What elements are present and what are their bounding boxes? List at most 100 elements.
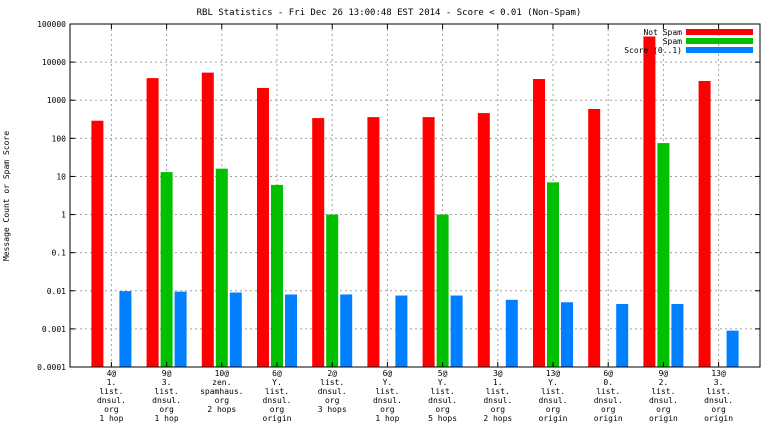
bar-not-spam	[312, 118, 325, 367]
x-tick-label-line: 1 hop	[155, 414, 179, 423]
x-tick-label-line: origin	[539, 414, 568, 423]
x-tick-label-line: 0.	[603, 378, 613, 387]
x-tick-label-line: 6@	[383, 369, 393, 378]
x-tick-label-line: Y.	[383, 378, 393, 387]
x-tick-label-line: dnsul.	[97, 396, 126, 405]
x-tick-label-line: org	[601, 405, 616, 414]
bar-score-0-1	[450, 295, 463, 367]
x-tick-label-line: 1.	[107, 378, 117, 387]
y-tick-label: 100000	[37, 20, 66, 29]
bar-not-spam	[367, 117, 380, 368]
x-tick-label-line: 5 hops	[428, 414, 457, 423]
x-tick-label: 5@ Y. list. dnsul. org 5 hops	[428, 369, 457, 423]
bar-score-0-1	[229, 292, 242, 367]
y-tick-label: 1	[61, 211, 66, 220]
y-tick-label: 10	[56, 172, 66, 181]
x-tick-label-line: 1 hop	[99, 414, 123, 423]
bar-score-0-1	[340, 294, 353, 367]
x-tick-label-line: 1 hop	[375, 414, 399, 423]
bar-not-spam	[201, 72, 214, 367]
x-tick-label-line: dnsul.	[318, 387, 347, 396]
plot-frame	[69, 23, 761, 368]
x-tick-label-line: 2.	[659, 378, 669, 387]
x-tick-label-line: org	[215, 396, 230, 405]
x-tick-label-line: 3@	[493, 369, 503, 378]
x-tick-label: 6@ 0. list. dnsul. org origin	[594, 369, 623, 423]
x-tick-label-line: 6@	[603, 369, 613, 378]
x-tick-label-line: list.	[265, 387, 289, 396]
axis-layer: 0.0001 0.001 0.01 0.1 1 10 100 1000 10000 100000 4…	[37, 20, 760, 423]
x-tick-label: 9@ 2. list. dnsul. org origin	[649, 369, 678, 423]
x-tick-label-line: 9@	[659, 369, 669, 378]
x-tick-label: 2@ list. dnsul. org 3 hops	[318, 369, 347, 414]
y-tick-label: 0.01	[47, 287, 66, 296]
y-tick-label: 0.1	[52, 249, 67, 258]
x-tick-label-line: 10@	[215, 369, 230, 378]
x-tick-label: 10@ zen. spamhaus. org 2 hops	[200, 369, 243, 414]
bar-not-spam	[588, 108, 601, 367]
bar-score-0-1	[285, 294, 297, 367]
x-tick-label-line: dnsul.	[483, 396, 512, 405]
legend-label: Score (0..1)	[624, 46, 682, 55]
x-tick-label-line: list.	[707, 387, 731, 396]
x-tick-label-line: 5@	[438, 369, 448, 378]
x-tick-label-line: dnsul.	[704, 396, 733, 405]
x-tick-label-line: 2 hops	[207, 405, 236, 414]
bar-not-spam	[698, 80, 711, 367]
x-tick-label-line: dnsul.	[649, 396, 678, 405]
y-tick-label: 0.001	[42, 325, 66, 334]
x-tick-label-line: list.	[651, 387, 675, 396]
y-axis-label: Message Count or Spam Score	[2, 131, 11, 261]
x-tick-label-line: org	[435, 405, 450, 414]
x-tick-label-line: spamhaus.	[200, 387, 243, 396]
legend-label: Not Spam	[643, 28, 682, 37]
x-tick-label: 6@ Y. list. dnsul. org 1 hop	[373, 369, 402, 423]
x-tick-label-line: 3.	[714, 378, 724, 387]
x-tick-label: 13@ Y. list. dnsul. org origin	[539, 369, 568, 423]
x-tick-label: 6@ Y. list. dnsul. org origin	[263, 369, 292, 423]
x-tick-label-line: org	[270, 405, 285, 414]
x-tick-label-line: Y.	[272, 378, 282, 387]
legend-label: Spam	[663, 37, 682, 46]
x-tick-label-line: list.	[596, 387, 620, 396]
x-tick-label-line: zen.	[212, 378, 231, 387]
x-tick-label-line: origin	[649, 414, 678, 423]
bar-spam	[657, 143, 670, 367]
bar-not-spam	[422, 117, 435, 368]
bar-not-spam	[257, 87, 269, 368]
x-tick-label-line: dnsul.	[373, 396, 402, 405]
x-tick-label-line: list.	[375, 387, 399, 396]
bar-spam	[215, 168, 228, 367]
x-tick-label-line: 2 hops	[483, 414, 512, 423]
x-tick-label: 13@ 3. list. dnsul. org origin	[704, 369, 733, 423]
bar-score-0-1	[395, 295, 408, 367]
x-tick-label-line: 1.	[493, 378, 503, 387]
x-tick-label-line: org	[159, 405, 174, 414]
x-tick-label-line: list.	[320, 378, 344, 387]
y-tick-label: 1000	[47, 96, 66, 105]
bar-layer	[91, 36, 739, 368]
legend-swatch	[686, 47, 753, 53]
x-tick-label-line: org	[325, 396, 340, 405]
legend-swatch	[686, 38, 753, 44]
bar-spam	[547, 182, 559, 367]
x-tick-label-line: dnsul.	[428, 396, 457, 405]
x-tick-label-line: 3 hops	[318, 405, 347, 414]
legend-swatch	[686, 29, 753, 35]
bar-score-0-1	[119, 291, 132, 367]
bar-not-spam	[533, 79, 545, 368]
x-tick-label-line: dnsul.	[539, 396, 568, 405]
x-tick-label: 4@ 1. list. dnsul. org 1 hop	[97, 369, 126, 423]
x-tick-label-line: 3.	[162, 378, 172, 387]
x-tick-label-line: org	[104, 405, 119, 414]
x-tick-label-line: 6@	[272, 369, 282, 378]
x-tick-label-line: list.	[155, 387, 179, 396]
bar-spam	[271, 184, 283, 367]
x-tick-label-line: 13@	[546, 369, 561, 378]
bar-score-0-1	[616, 303, 629, 367]
bar-score-0-1	[726, 330, 739, 367]
y-tick-label: 0.0001	[37, 363, 66, 372]
bar-score-0-1	[174, 291, 187, 367]
x-tick-label-line: org	[711, 405, 726, 414]
